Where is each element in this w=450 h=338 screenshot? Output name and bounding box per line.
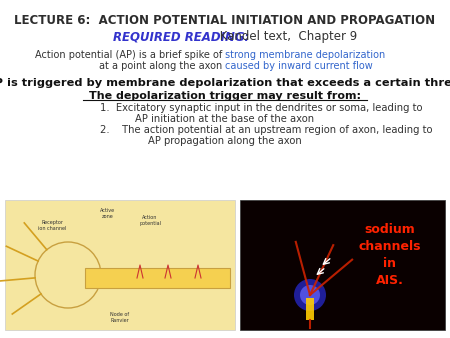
Text: AP initiation at the base of the axon: AP initiation at the base of the axon [135, 114, 315, 124]
Text: at a point along the axon: at a point along the axon [99, 61, 225, 71]
Text: Node of
Ranvier: Node of Ranvier [110, 312, 130, 323]
Text: Kandel text,  Chapter 9: Kandel text, Chapter 9 [216, 30, 357, 43]
Text: sodium
channels
in
AIS.: sodium channels in AIS. [359, 223, 421, 287]
Text: caused by inward current flow: caused by inward current flow [225, 61, 373, 71]
Text: Receptor
ion channel: Receptor ion channel [38, 220, 66, 231]
Bar [5, 200, 235, 330]
Text: The AP is triggered by membrane depolarization that exceeds a certain threshold.: The AP is triggered by membrane depolari… [0, 78, 450, 88]
Circle shape [294, 279, 326, 311]
Bar [85, 268, 230, 288]
Text: 2.    The action potential at an upstream region of axon, leading to: 2. The action potential at an upstream r… [100, 125, 432, 135]
Circle shape [35, 242, 101, 308]
Text: Action potential (AP) is a brief spike of: Action potential (AP) is a brief spike o… [35, 50, 225, 60]
Bar [306, 298, 314, 320]
Text: Active
zone: Active zone [100, 208, 116, 219]
Circle shape [300, 285, 320, 305]
Bar [240, 200, 445, 330]
Text: Action
potential: Action potential [139, 215, 161, 226]
Text: 1.  Excitatory synaptic input in the dendrites or soma, leading to: 1. Excitatory synaptic input in the dend… [100, 103, 423, 113]
Text: AP propagation along the axon: AP propagation along the axon [148, 136, 302, 146]
Text: strong membrane depolarization: strong membrane depolarization [225, 50, 385, 60]
Text: The depolarization trigger may result from:: The depolarization trigger may result fr… [89, 91, 361, 101]
Text: LECTURE 6:  ACTION POTENTIAL INITIATION AND PROPAGATION: LECTURE 6: ACTION POTENTIAL INITIATION A… [14, 14, 436, 27]
Text: REQUIRED READING:: REQUIRED READING: [113, 30, 249, 43]
